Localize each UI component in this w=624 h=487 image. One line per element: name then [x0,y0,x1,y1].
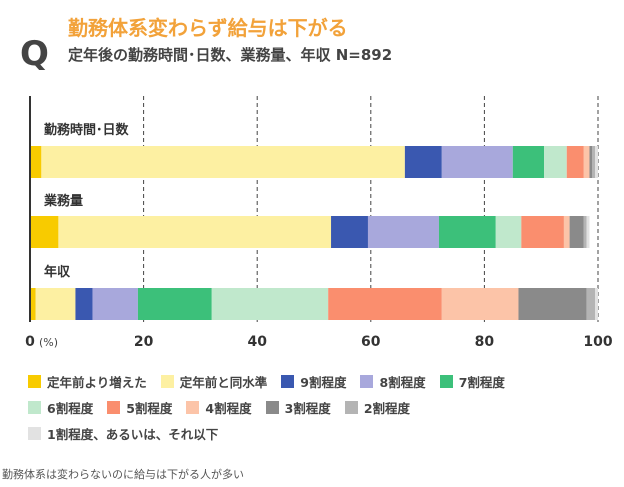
bar-segment-1-9 [589,146,593,178]
legend-label: 7割程度 [458,374,505,390]
legend-label: 2割程度 [363,400,411,416]
bar-segment-3-2 [35,288,76,320]
bar-segment-2-11 [586,216,590,248]
legend-swatch [265,400,279,414]
legend-swatch [107,400,121,414]
bar-segment-2-6 [495,216,522,248]
legend-row: 定年前より増えた 定年前と同水準 9割程度 8割程度 7割程度 [28,368,618,394]
legend-swatch [186,400,200,414]
category-label-3: 年収 [44,264,71,280]
legend-row: 1割程度、あるいは、それ以下 [28,420,618,446]
legend-label: 4割程度 [205,400,252,416]
category-label-1: 勤務時間･日数 [44,122,130,138]
bar-segment-3-4 [92,288,138,320]
bar-segment-1-1 [30,146,42,178]
bar-segment-1-11 [595,146,598,178]
x-tick-label-20: 20 [134,334,154,350]
bar-segment-2-7 [521,216,564,248]
x-tick-label-100: 100 [583,334,612,350]
legend-label: 9割程度 [300,374,347,390]
legend-swatch [28,374,41,388]
legend-swatch [360,374,374,388]
bar-segment-2-9 [569,216,584,248]
bar-segment-2-3 [331,216,368,248]
bar-segment-2-4 [367,216,439,248]
bar-segment-1-8 [583,146,590,178]
legend-swatch [344,400,358,414]
bar-segment-1-3 [404,146,442,178]
bar-segment-3-8 [441,288,519,320]
legend-label: 定年前と同水準 [179,374,268,390]
legend: 定年前より増えた 定年前と同水準 9割程度 8割程度 7割程度 6割程度 5割程度 4割程度 3… [28,368,618,446]
legend-label: 6割程度 [47,400,94,416]
bar-segment-2-8 [563,216,570,248]
bar-segment-2-5 [438,216,496,248]
legend-item: 1割程度、あるいは、それ以下 [28,424,218,443]
legend-item: 定年前より増えた [28,372,147,391]
bar-segment-3-5 [137,288,212,320]
legend-swatch [160,374,174,388]
x-tick-label-0: 0 [25,334,35,350]
legend-swatch [28,400,41,414]
chart-title: 勤務体系変わらず給与は下がる [68,16,348,40]
q-mark: Q [20,34,49,74]
x-tick-label-60: 60 [361,334,381,350]
bar-segment-3-1 [30,288,36,320]
legend-swatch [439,374,453,388]
legend-item: 8割程度 [360,372,426,391]
legend-row: 6割程度 5割程度 4割程度 3割程度 2割程度 [28,394,618,420]
legend-item: 5割程度 [107,398,172,417]
category-label-2: 業務量 [43,193,83,209]
bar-segment-3-3 [75,288,93,320]
x-axis-unit: (%) [39,336,58,349]
legend-item: 3割程度 [265,398,331,417]
legend-label: 定年前より増えた [47,374,147,390]
legend-item: 定年前と同水準 [160,372,268,391]
legend-label: 1割程度、あるいは、それ以下 [47,426,219,442]
x-tick-label-40: 40 [247,334,267,350]
bar-segment-2-2 [58,216,332,248]
bar-segment-3-9 [518,288,587,320]
legend-swatch [281,374,295,388]
bar-segment-1-4 [441,146,513,178]
bar-segment-2-10 [583,216,587,248]
x-tick-label-80: 80 [475,334,495,350]
bar-segment-3-10 [586,288,596,320]
legend-label: 5割程度 [126,400,173,416]
legend-item: 2割程度 [344,398,411,417]
legend-item: 7割程度 [439,372,505,391]
bar-segment-3-7 [328,288,442,320]
bar-segment-2-1 [30,216,59,248]
caption: 勤務体系は変わらないのに給与は下がる人が多い [2,468,244,481]
legend-item: 9割程度 [281,372,346,391]
legend-swatch [28,426,41,440]
bar-segment-1-2 [41,146,405,178]
bar-segment-1-5 [512,146,545,178]
bar-segment-1-10 [592,146,596,178]
legend-label: 3割程度 [284,400,331,416]
legend-item: 4割程度 [186,398,252,417]
bar-segment-1-7 [566,146,584,178]
bar-segment-1-6 [544,146,567,178]
bar-segment-3-11 [595,288,598,320]
chart-subtitle: 定年後の勤務時間･日数、業務量、年収 N=892 [68,46,393,64]
legend-item: 6割程度 [28,398,93,417]
bar-segment-3-6 [211,288,329,320]
legend-label: 8割程度 [379,374,426,390]
